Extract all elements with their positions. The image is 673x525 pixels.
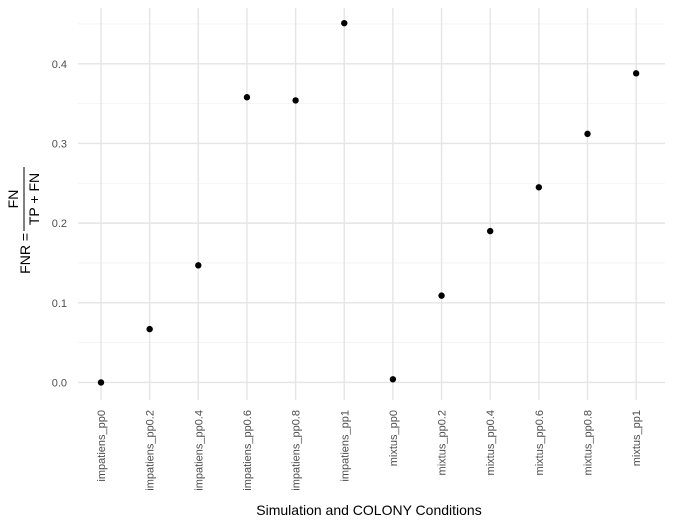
x-tick-label: mixtus_pp0.2 [437,410,449,475]
y-axis-title-lhs: FNR = [17,233,33,274]
data-point [195,262,202,269]
x-tick-label: impatiens_pp0.6 [242,410,254,491]
y-tick-label: 0.3 [52,138,67,150]
y-axis-title-numerator: FN [5,190,21,209]
y-axis-title-denominator: TP + FN [26,173,42,225]
x-tick-label: mixtus_pp0.8 [583,410,595,475]
y-tick-label: 0.0 [52,377,67,389]
data-point [487,227,494,235]
data-point [535,184,543,191]
data-points [97,19,640,386]
data-point [389,376,397,383]
y-axis-title: FNR = FN TP + FN [5,167,42,274]
data-point [243,94,251,101]
y-tick-label: 0.4 [52,59,67,71]
x-tick-label: mixtus_pp0 [388,410,400,466]
data-point [292,97,299,104]
y-tick-labels: 0.0 0.1 0.2 0.3 0.4 [52,59,67,390]
grid [78,8,665,400]
data-point [632,70,640,77]
data-point [146,325,153,333]
x-tick-label: mixtus_pp0.6 [534,410,546,475]
x-tick-label: mixtus_pp1 [631,410,643,466]
y-tick-label: 0.1 [52,298,67,310]
x-tick-label: impatiens_pp0 [96,410,108,482]
x-tick-label: impatiens_pp0.8 [291,410,303,491]
y-tick-label: 0.2 [52,218,67,230]
x-tick-label: impatiens_pp1 [339,410,351,482]
x-tick-label: impatiens_pp0.4 [193,410,205,491]
data-point [438,292,445,299]
data-point [341,19,348,27]
data-point [97,379,105,386]
x-tick-labels: impatiens_pp0 impatiens_pp0.2 impatiens_pp… [96,410,643,491]
x-tick-label: mixtus_pp0.4 [485,410,497,475]
data-point [584,130,591,138]
x-tick-label: impatiens_pp0.2 [145,410,157,491]
x-axis-title: Simulation and COLONY Conditions [256,502,481,518]
